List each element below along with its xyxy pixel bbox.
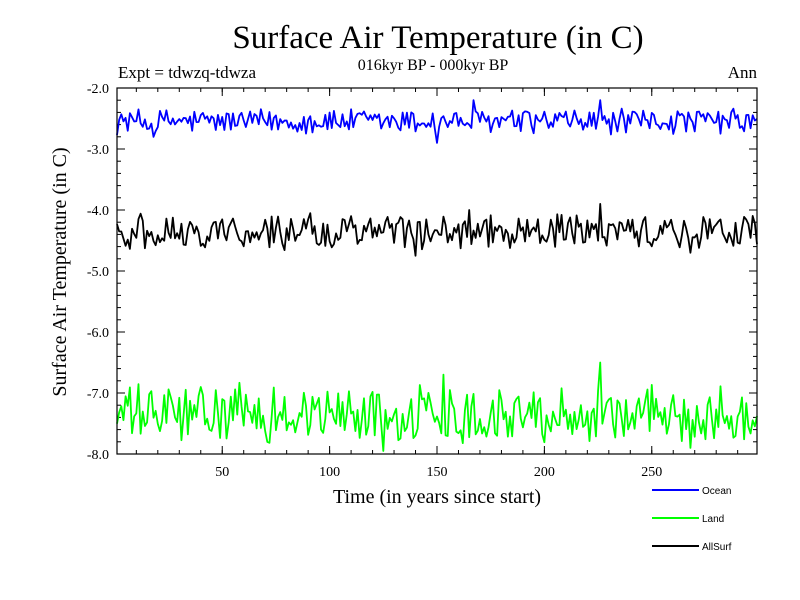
x-tick-label: 200 [534,465,555,480]
series-line-ocean [116,99,758,144]
series-line-allsurf [116,202,758,257]
legend: Ocean Land AllSurf [652,486,732,553]
chart-subtitle: 016kyr BP - 000kyr BP [358,57,509,74]
y-axis-label: Surface Air Temperature (in C) [49,147,71,396]
experiment-label: Expt = tdwzq-tdwza [118,63,256,82]
series-line-land [116,361,758,452]
x-tick-label: 150 [427,465,448,480]
y-tick-label: -4.0 [87,204,109,219]
x-tick-label: 250 [641,465,662,480]
legend-label-allsurf: AllSurf [702,542,732,553]
x-tick-label: 100 [319,465,340,480]
legend-label-ocean: Ocean [702,486,731,497]
y-tick-label: -2.0 [87,82,109,97]
season-label: Ann [728,63,758,82]
plot-frame [116,87,758,455]
y-tick-label: -7.0 [87,387,109,402]
x-tick-label: 50 [215,465,229,480]
y-tick-label: -5.0 [87,265,109,280]
y-tick-label: -8.0 [87,448,109,463]
x-axis-label: Time (in years since start) [333,486,541,508]
series-lines [116,99,758,452]
y-tick-label: -3.0 [87,143,109,158]
chart-title: Surface Air Temperature (in C) [232,20,643,56]
y-tick-label: -6.0 [87,326,109,341]
legend-label-land: Land [702,514,724,525]
